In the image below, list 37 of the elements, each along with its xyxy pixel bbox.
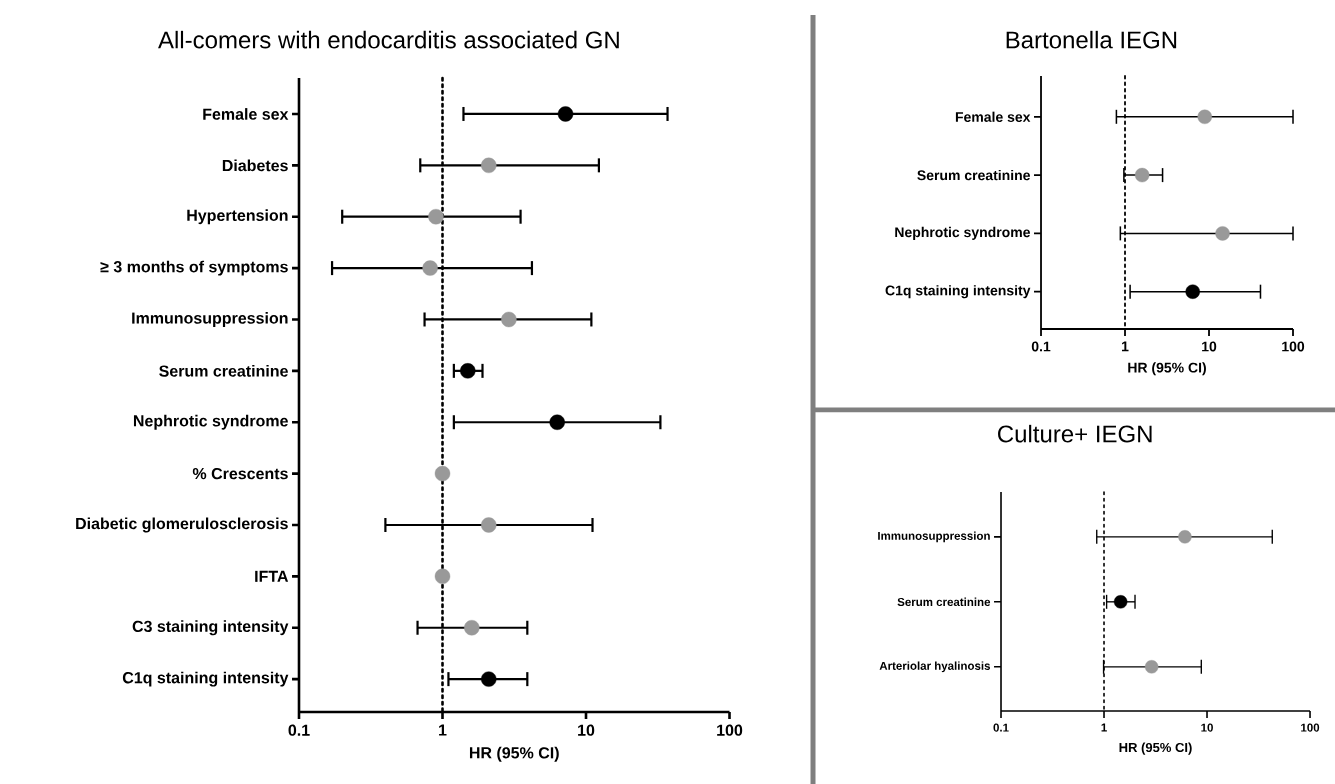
y-tick-label: Nephrotic syndrome [895, 226, 1030, 240]
x-tick-label: 10 [578, 724, 595, 736]
x-tick-label: 100 [717, 724, 743, 736]
x-tick-label: 100 [1282, 341, 1305, 352]
y-tick-label: Female sex [203, 108, 289, 120]
chart-title: All-comers with endocarditis associated GN [158, 30, 619, 49]
x-tick-label: 10 [1201, 723, 1213, 732]
x-axis-title: HR (95% CI) [1119, 742, 1192, 755]
x-axis-title: HR (95% CI) [1128, 362, 1206, 376]
x-tick-label: 0.1 [288, 724, 310, 736]
y-tick-label: Serum creatinine [159, 364, 288, 377]
x-tick-label: 100 [1301, 723, 1320, 732]
y-tick-label: IFTA [255, 570, 289, 582]
y-tick-label: ≥ 3 months of symptoms [100, 260, 288, 276]
x-tick-label: 0.1 [1031, 341, 1051, 352]
y-tick-label: C1q staining intensity [122, 671, 289, 687]
x-axis-title: HR (95% CI) [469, 746, 559, 762]
y-tick-label: Nephrotic syndrome [133, 414, 288, 430]
y-tick-label: Hypertension [187, 209, 288, 225]
y-tick-label: Diabetic glomerulosclerosis [76, 517, 288, 533]
x-tick-label: 0.1 [993, 723, 1009, 732]
x-tick-label: 1 [1101, 723, 1107, 732]
chart-title: Bartonella IEGN [1006, 30, 1177, 49]
y-tick-label: % Crescents [192, 467, 288, 480]
x-tick-label: 10 [1202, 341, 1217, 352]
y-tick-label: Female sex [955, 111, 1031, 122]
y-tick-label: Arteriolar hyalinosis [879, 661, 991, 673]
y-tick-label: Serum creatinine [917, 169, 1030, 181]
y-tick-label: C1q staining intensity [885, 285, 1031, 299]
x-tick-label: 1 [1122, 341, 1129, 352]
y-tick-label: Diabetes [222, 159, 288, 172]
y-tick-label: Immunosuppression [132, 312, 288, 327]
y-tick-label: Serum creatinine [897, 597, 991, 607]
chart-title: Culture+ IEGN [998, 424, 1152, 443]
y-tick-label: Immunosuppression [878, 531, 990, 543]
y-tick-label: C3 staining intensity [132, 620, 289, 636]
x-tick-label: 1 [439, 724, 447, 736]
